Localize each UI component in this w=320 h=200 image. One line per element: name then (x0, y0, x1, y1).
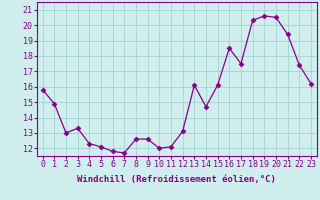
X-axis label: Windchill (Refroidissement éolien,°C): Windchill (Refroidissement éolien,°C) (77, 175, 276, 184)
